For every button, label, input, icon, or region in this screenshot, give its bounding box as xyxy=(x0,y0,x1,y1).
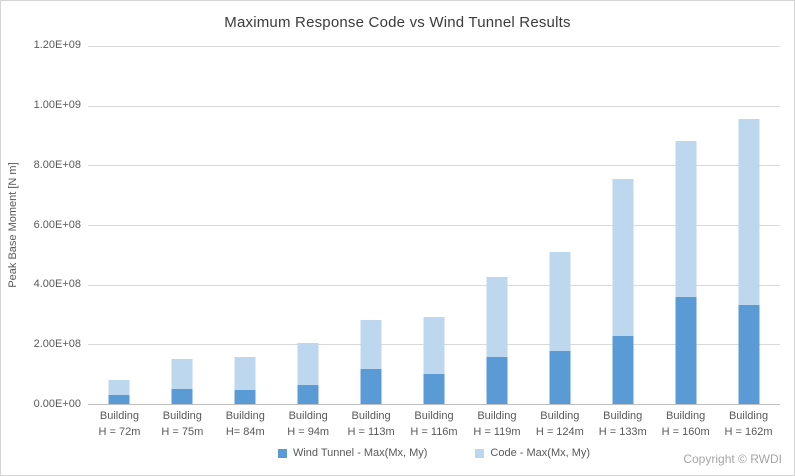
plot-area xyxy=(88,46,780,405)
bar-group xyxy=(423,46,445,404)
x-tick-label-line: H = 133m xyxy=(598,426,647,438)
x-tick-label-line: H = 72m xyxy=(98,426,141,438)
x-tick-label-line: H = 75m xyxy=(161,426,204,438)
x-tick-label: Building H = 133m xyxy=(591,408,655,440)
legend-label: Code - Max(Mx, My) xyxy=(490,447,591,459)
bar-group xyxy=(486,46,508,404)
legend-swatch-icon xyxy=(277,448,287,458)
y-tick-label: 2.00E+08 xyxy=(33,338,81,351)
bar-group xyxy=(675,46,697,404)
x-axis-tick-labels: Building H = 72m Building H = 75m Building H=… xyxy=(88,408,780,444)
x-tick-label: Building H = 160m xyxy=(654,408,718,440)
x-tick-label: Building H = 119m xyxy=(465,408,529,440)
bar-group xyxy=(612,46,634,404)
x-tick-label-line: H = 113m xyxy=(347,426,395,438)
legend-item: Wind Tunnel - Max(Mx, My) xyxy=(277,447,428,459)
x-tick-label-line: Building xyxy=(162,410,202,422)
bar-group xyxy=(549,46,571,404)
bar-wind-tunnel xyxy=(360,368,382,404)
x-tick-label-line: Building xyxy=(728,410,769,422)
x-tick-label: Building H = 94m xyxy=(276,408,340,440)
x-tick-label-line: H = 162m xyxy=(724,426,773,438)
x-tick-label: Building H = 72m xyxy=(87,408,151,440)
x-tick-label-line: Building xyxy=(351,410,391,422)
bar-wind-tunnel xyxy=(108,395,130,404)
bar-group xyxy=(297,46,319,404)
x-tick-label-line: Building xyxy=(99,410,140,422)
bar-wind-tunnel xyxy=(423,373,445,404)
gridline xyxy=(88,165,780,167)
copyright-text: Copyright © RWDI xyxy=(683,452,782,466)
bar-group xyxy=(171,46,193,404)
bar-wind-tunnel xyxy=(612,335,634,404)
x-tick-label-line: Building xyxy=(540,410,580,422)
x-tick-label-line: H = 160m xyxy=(661,426,710,438)
gridline xyxy=(88,46,780,47)
legend: Wind Tunnel - Max(Mx, My) Code - Max(Mx, … xyxy=(88,447,780,459)
y-tick-label: 1.00E+09 xyxy=(33,98,81,111)
y-tick-label: 4.00E+08 xyxy=(33,278,81,291)
gridline xyxy=(88,225,780,226)
legend-label: Wind Tunnel - Max(Mx, My) xyxy=(292,447,428,459)
bar-wind-tunnel xyxy=(549,351,571,404)
y-tick-label: 8.00E+08 xyxy=(33,158,81,171)
legend-swatch-icon xyxy=(475,448,485,458)
bar-group xyxy=(360,46,382,404)
x-tick-label: Building H= 84m xyxy=(213,408,277,440)
gridline xyxy=(88,105,780,107)
x-tick-label: Building H = 113m xyxy=(339,408,403,440)
x-tick-label-line: H= 84m xyxy=(225,426,265,438)
x-tick-label-line: Building xyxy=(288,410,328,422)
x-tick-label: Building H = 116m xyxy=(402,408,466,440)
x-tick-label: Building H = 75m xyxy=(150,408,214,440)
bar-group xyxy=(234,46,256,404)
legend-item: Code - Max(Mx, My) xyxy=(475,447,590,459)
y-tick-label: 1.20E+09 xyxy=(33,39,81,51)
x-tick-label-line: H = 116m xyxy=(410,426,458,438)
x-tick-label: Building H = 162m xyxy=(717,408,781,440)
bar-wind-tunnel xyxy=(297,384,319,404)
x-tick-label-line: Building xyxy=(477,410,517,422)
y-tick-label: 6.00E+08 xyxy=(33,218,81,231)
chart-title: Maximum Response Code vs Wind Tunnel Res… xyxy=(224,14,571,31)
x-tick-label-line: Building xyxy=(603,410,643,422)
bar-wind-tunnel xyxy=(171,388,193,404)
x-tick-label-line: Building xyxy=(225,410,265,422)
bar-wind-tunnel xyxy=(486,356,508,404)
x-tick-label-line: H = 119m xyxy=(473,426,521,438)
gridline xyxy=(88,284,780,286)
x-tick-label: Building H = 124m xyxy=(528,408,592,440)
x-tick-label-line: H = 94m xyxy=(287,426,330,438)
bar-wind-tunnel xyxy=(738,304,760,404)
y-axis-tick-labels: 0.00E+00 2.00E+08 4.00E+08 6.00E+08 8.00E+08… xyxy=(1,39,81,410)
bar-wind-tunnel xyxy=(675,297,697,404)
x-tick-label-line: H = 124m xyxy=(535,426,584,438)
bar-wind-tunnel xyxy=(234,389,256,404)
x-tick-label-line: Building xyxy=(666,410,706,422)
bar-group xyxy=(108,46,130,404)
bar-group xyxy=(738,46,760,404)
y-tick-label: 0.00E+00 xyxy=(33,398,81,410)
x-tick-label-line: Building xyxy=(414,410,454,422)
